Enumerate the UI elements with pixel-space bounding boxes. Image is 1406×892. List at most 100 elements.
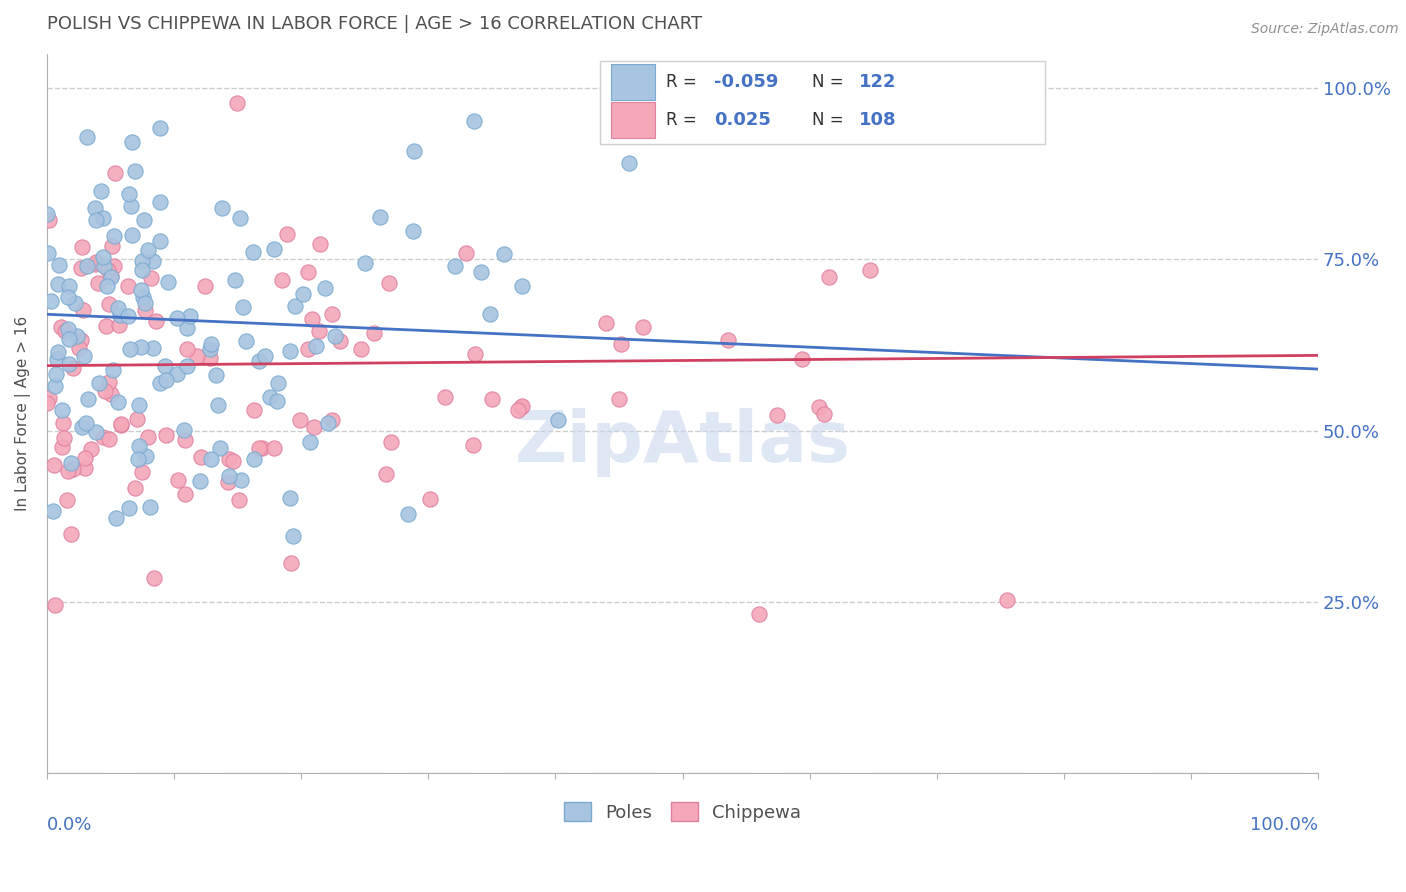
Point	[748, 607, 770, 621]
Point	[350, 342, 373, 356]
Point	[67, 342, 90, 356]
Point	[478, 307, 501, 321]
Point	[228, 211, 250, 226]
Point	[235, 334, 257, 348]
Point	[96, 279, 118, 293]
Point	[309, 236, 332, 251]
Point	[49, 320, 72, 334]
Point	[278, 344, 301, 359]
Point	[134, 302, 156, 317]
Point	[242, 452, 264, 467]
Point	[790, 352, 813, 367]
Point	[454, 246, 477, 260]
Point	[59, 527, 82, 541]
Text: 122: 122	[859, 73, 897, 91]
Point	[396, 507, 419, 521]
Point	[46, 351, 69, 366]
FancyBboxPatch shape	[612, 102, 655, 137]
Point	[494, 246, 516, 260]
Legend: Poles, Chippewa: Poles, Chippewa	[557, 795, 808, 829]
Point	[134, 213, 156, 227]
Point	[51, 440, 73, 454]
Point	[58, 321, 80, 335]
Point	[224, 273, 246, 287]
Point	[266, 394, 288, 409]
Point	[631, 319, 654, 334]
Point	[128, 439, 150, 453]
Point	[83, 201, 105, 215]
Point	[87, 276, 110, 290]
Point	[297, 342, 319, 356]
Point	[75, 450, 97, 465]
Point	[225, 95, 247, 110]
Point	[76, 259, 98, 273]
Point	[204, 368, 226, 382]
Point	[259, 390, 281, 404]
Point	[194, 279, 217, 293]
Point	[97, 263, 120, 277]
Point	[58, 279, 80, 293]
Point	[207, 398, 229, 412]
Point	[103, 229, 125, 244]
Point	[595, 316, 617, 330]
Point	[127, 451, 149, 466]
Text: N =: N =	[813, 73, 849, 91]
Point	[87, 376, 110, 390]
Point	[55, 492, 77, 507]
Point	[607, 392, 630, 406]
Point	[149, 195, 172, 210]
Point	[100, 268, 122, 283]
Point	[263, 442, 285, 456]
Point	[153, 359, 176, 374]
Point	[232, 300, 254, 314]
Point	[73, 460, 96, 475]
Point	[813, 407, 835, 421]
Point	[363, 326, 385, 340]
Point	[63, 296, 86, 310]
Point	[433, 390, 456, 404]
Point	[510, 278, 533, 293]
Point	[121, 227, 143, 242]
Point	[142, 571, 165, 585]
Point	[120, 199, 142, 213]
Point	[56, 464, 79, 478]
Y-axis label: In Labor Force | Age > 16: In Labor Force | Age > 16	[15, 316, 31, 511]
Point	[84, 425, 107, 439]
Point	[229, 474, 252, 488]
Point	[107, 395, 129, 409]
Point	[228, 492, 250, 507]
Point	[138, 244, 160, 258]
Point	[217, 475, 239, 489]
Point	[104, 166, 127, 180]
Point	[46, 345, 69, 359]
Point	[470, 265, 492, 279]
Point	[129, 283, 152, 297]
Point	[176, 359, 198, 373]
Text: -0.059: -0.059	[714, 73, 779, 91]
Point	[98, 296, 121, 310]
Point	[302, 419, 325, 434]
Point	[155, 373, 177, 387]
Point	[617, 156, 640, 170]
Point	[176, 342, 198, 356]
Point	[508, 402, 530, 417]
Point	[51, 403, 73, 417]
Point	[70, 419, 93, 434]
Point	[807, 400, 830, 414]
Point	[131, 253, 153, 268]
Point	[76, 130, 98, 145]
Point	[37, 206, 59, 220]
Point	[53, 324, 76, 338]
Point	[301, 311, 323, 326]
Point	[766, 409, 789, 423]
Point	[995, 592, 1018, 607]
Point	[166, 368, 188, 382]
Point	[69, 334, 91, 348]
Point	[444, 260, 467, 274]
Point	[281, 529, 304, 543]
Point	[509, 400, 531, 414]
Point	[103, 363, 125, 377]
Point	[270, 273, 292, 287]
FancyBboxPatch shape	[612, 64, 655, 100]
Point	[107, 318, 129, 332]
